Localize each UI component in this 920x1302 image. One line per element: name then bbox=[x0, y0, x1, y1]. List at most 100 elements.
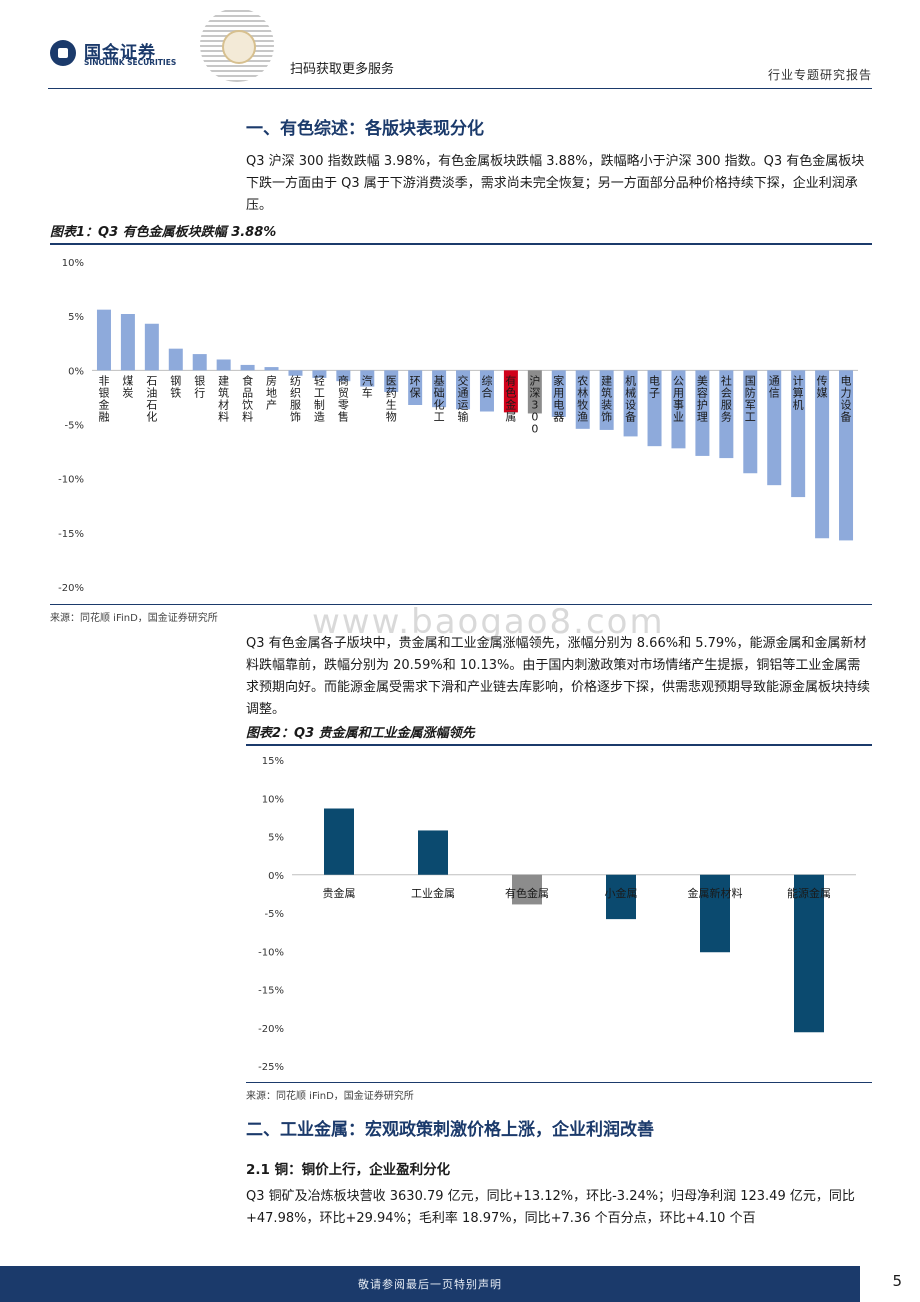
bar-电子 bbox=[647, 370, 662, 447]
y-tick-label: 5% bbox=[268, 833, 284, 844]
category-label: 美容护理 bbox=[697, 374, 708, 423]
bar-银行 bbox=[192, 354, 207, 371]
category-label: 医药生物 bbox=[386, 374, 397, 423]
category-label: 钢铁 bbox=[170, 374, 181, 399]
bar-商贸零售 bbox=[336, 370, 351, 382]
figure2-source-divider bbox=[246, 1082, 872, 1083]
y-tick-label: 5% bbox=[68, 312, 84, 323]
category-label: 银行 bbox=[194, 373, 205, 399]
category-label: 小金属 bbox=[605, 886, 638, 900]
y-tick-label: 10% bbox=[62, 258, 84, 269]
category-label: 环保 bbox=[410, 374, 421, 399]
page-number: 5 bbox=[892, 1272, 902, 1290]
company-name-en: SINOLINK SECURITIES bbox=[84, 58, 177, 67]
y-tick-label: -10% bbox=[258, 947, 284, 958]
figure2-title: 图表2：Q3 贵金属和工业金属涨幅领先 bbox=[246, 722, 872, 746]
bar-环保 bbox=[408, 370, 423, 405]
qr-logo-icon bbox=[222, 30, 256, 64]
category-label: 商贸零售 bbox=[338, 373, 349, 423]
category-label: 电子 bbox=[649, 374, 660, 399]
y-tick-label: 0% bbox=[268, 871, 284, 882]
category-label: 通信 bbox=[769, 374, 780, 399]
category-label: 沪深 3 0 0 bbox=[529, 373, 540, 435]
bar-通信 bbox=[767, 370, 782, 486]
category-label: 食品饮料 bbox=[242, 373, 253, 423]
section2-subheading: 2.1 铜：铜价上行，企业盈利分化 bbox=[246, 1162, 451, 1178]
bar-综合 bbox=[479, 370, 494, 412]
bar-建筑材料 bbox=[216, 359, 231, 371]
category-label: 贵金属 bbox=[323, 886, 356, 900]
bar-能源金属 bbox=[794, 874, 824, 1033]
category-label: 轻工制造 bbox=[314, 373, 325, 423]
category-label: 农林牧渔 bbox=[577, 373, 588, 423]
footer-bar bbox=[0, 1266, 860, 1302]
y-tick-label: -25% bbox=[258, 1062, 284, 1073]
category-label: 家用电器 bbox=[553, 373, 564, 423]
company-name-cn: 国金证券 bbox=[84, 43, 156, 63]
category-label: 机械设备 bbox=[625, 373, 636, 423]
category-label: 有色金属 bbox=[505, 886, 549, 900]
y-tick-label: 10% bbox=[262, 794, 284, 805]
category-label: 石油石化 bbox=[146, 374, 157, 423]
bar-汽车 bbox=[360, 370, 375, 387]
section2-heading: 二、工业金属：宏观政策刺激价格上涨，企业利润改善 bbox=[246, 1120, 654, 1140]
bar-农林牧渔 bbox=[575, 370, 590, 429]
bar-计算机 bbox=[791, 370, 806, 498]
figure1-source: 来源：同花顺 iFinD，国金证券研究所 bbox=[50, 613, 218, 624]
qr-label: 扫码获取更多服务 bbox=[290, 62, 395, 77]
category-label: 能源金属 bbox=[787, 886, 831, 900]
category-label: 房地产 bbox=[266, 374, 277, 411]
bar-钢铁 bbox=[168, 348, 183, 371]
y-tick-label: -15% bbox=[258, 986, 284, 997]
bar-传媒 bbox=[815, 370, 830, 539]
category-label: 建筑材料 bbox=[218, 373, 229, 423]
y-tick-label: 15% bbox=[262, 756, 284, 767]
category-label: 基础化工 bbox=[434, 374, 445, 423]
category-label: 计算机 bbox=[793, 374, 804, 411]
y-tick-label: -5% bbox=[65, 421, 84, 432]
bar-有色金属 bbox=[503, 370, 518, 413]
category-label: 非银金融 bbox=[98, 374, 109, 423]
category-label: 传媒 bbox=[817, 374, 828, 399]
bar-有色金属 bbox=[512, 874, 542, 905]
section1-paragraph: Q3 沪深 300 指数跌幅 3.98%，有色金属板块跌幅 3.88%，跌幅略小… bbox=[246, 154, 865, 213]
category-label: 交通运输 bbox=[458, 373, 469, 423]
bar-建筑装饰 bbox=[599, 370, 614, 430]
document-type: 行业专题研究报告 bbox=[767, 68, 872, 82]
category-label: 公用事业 bbox=[673, 374, 684, 423]
bar-工业金属 bbox=[418, 830, 448, 875]
header-divider bbox=[48, 88, 872, 89]
bar-基础化工 bbox=[432, 370, 447, 408]
category-label: 纺织服饰 bbox=[290, 373, 301, 423]
category-label: 有色金属 bbox=[505, 373, 516, 423]
bar-食品饮料 bbox=[240, 364, 255, 371]
category-label: 汽车 bbox=[362, 373, 373, 399]
category-label: 电力设备 bbox=[841, 374, 852, 423]
company-logo-icon bbox=[50, 40, 76, 66]
bar-非银金融 bbox=[96, 309, 111, 371]
bar-轻工制造 bbox=[312, 370, 327, 378]
section1-heading: 一、有色综述：各版块表现分化 bbox=[246, 119, 484, 139]
bar-美容护理 bbox=[695, 370, 710, 456]
y-tick-label: -15% bbox=[58, 529, 84, 540]
bar-国防军工 bbox=[743, 370, 758, 474]
section2-paragraph: Q3 铜矿及冶炼板块营收 3630.79 亿元，同比+13.12%，环比-3.2… bbox=[246, 1189, 855, 1226]
bar-社会服务 bbox=[719, 370, 734, 459]
footer-disclaimer: 敬请参阅最后一页特别声明 bbox=[358, 1278, 502, 1291]
category-label: 国防军工 bbox=[745, 374, 756, 423]
y-tick-label: -20% bbox=[258, 1024, 284, 1035]
y-tick-label: -5% bbox=[265, 909, 284, 920]
category-label: 煤炭 bbox=[122, 374, 133, 399]
category-label: 综合 bbox=[481, 373, 492, 399]
bar-交通运输 bbox=[456, 370, 471, 410]
bar-小金属 bbox=[606, 874, 636, 920]
figure2-chart: 15% 10% 5% 0% -5% -10% -15% -20% -25% 贵金属 工业金属 有色金属… bbox=[258, 756, 856, 1073]
category-label: 工业金属 bbox=[411, 886, 455, 900]
bar-机械设备 bbox=[623, 370, 638, 437]
section1-paragraph-2: Q3 有色金属各子版块中，贵金属和工业金属涨幅领先，涨幅分别为 8.66%和 5… bbox=[246, 636, 871, 717]
bar-石油石化 bbox=[144, 323, 159, 371]
bar-电力设备 bbox=[839, 370, 854, 541]
figure2-source: 来源：同花顺 iFinD，国金证券研究所 bbox=[246, 1091, 414, 1102]
bar-医药生物 bbox=[384, 370, 399, 392]
